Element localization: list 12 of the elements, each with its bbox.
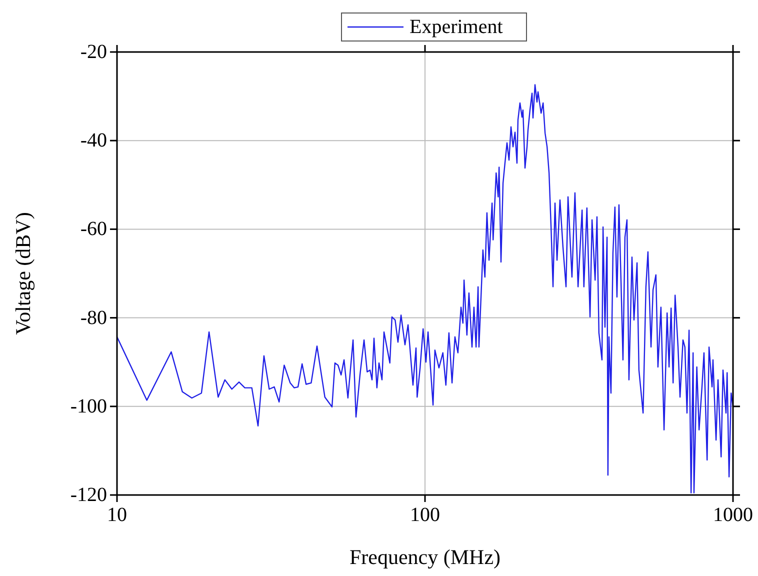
x-axis-title: Frequency (MHz) (349, 545, 501, 569)
y-tick-label: -40 (80, 130, 107, 152)
y-axis-title: Voltage (dBV) (11, 212, 35, 335)
x-tick-label: 1000 (713, 504, 753, 526)
x-tick-label: 100 (410, 504, 440, 526)
y-tick-label: -120 (70, 484, 107, 506)
y-tick-label: -20 (80, 41, 107, 63)
y-tick-label: -100 (70, 395, 107, 418)
y-tick-label: -60 (80, 218, 107, 240)
y-tick-label: -80 (80, 306, 107, 329)
x-tick-label: 10 (107, 504, 127, 526)
legend-label: Experiment (410, 16, 504, 38)
